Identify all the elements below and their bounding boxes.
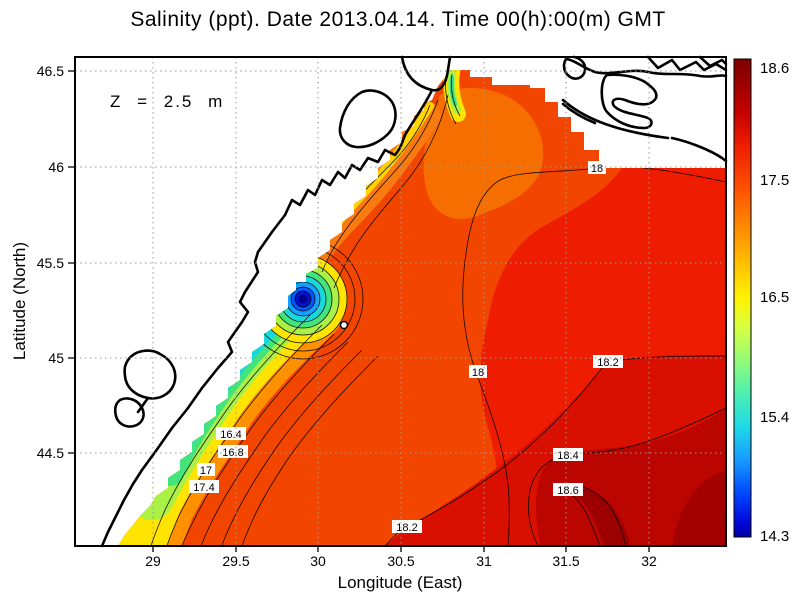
svg-text:16.4: 16.4 [220,429,241,441]
svg-text:17.4: 17.4 [193,482,214,494]
svg-text:17: 17 [200,465,212,477]
x-tick-label: 30.5 [387,553,414,569]
y-tick-label: 46 [48,159,64,175]
field-max-salinity-pocket [572,488,630,546]
depth-annotation: Z = 2.5 m [110,92,224,111]
coastline-path [698,55,728,68]
colorbar-tick-label: 18.6 [760,60,789,77]
y-tick-label: 45.5 [37,255,64,271]
coastline-path [670,136,728,163]
grid-lines [75,57,726,546]
svg-text:16.8: 16.8 [222,447,243,459]
colorbar-tick-label: 15.4 [760,409,789,426]
x-tick-label: 29 [145,553,161,569]
field-corner-pocket [672,470,726,546]
contour-label: 17 [197,463,215,477]
dnieper-bug-liman-outline [600,73,658,130]
x-tick-label: 30 [310,553,326,569]
axis-ticks [68,70,650,552]
field-darker-red-zone [536,408,726,546]
svg-text:18: 18 [472,367,484,379]
razim-lagoon-outline [113,397,145,428]
y-tick-label: 44.5 [37,445,64,461]
contour-label: 16.4 [216,427,246,441]
svg-text:18: 18 [591,163,603,175]
razim-lagoon-channel [136,396,150,414]
razim-lagoon-outline [123,349,177,400]
field-nw-orange [423,87,544,219]
contour-label: 16.8 [218,445,248,459]
coastlines [100,55,728,548]
contour-label: 18 [469,365,487,379]
coastline-path [100,88,434,548]
contour-label: 18.2 [392,520,422,534]
y-axis-label: Latitude (North) [10,242,29,360]
station-marker [339,320,349,330]
y-tick-labels: 46.5 46 45.5 45 44.5 [37,63,64,461]
svg-text:18.6: 18.6 [557,485,578,497]
kinburn-spit-line [561,102,597,125]
colorbar-gradient [733,58,752,538]
contour-label: 17.4 [189,480,219,494]
svg-text:18.2: 18.2 [597,357,618,369]
colorbar: 18.6 17.5 16.5 15.4 14.3 [733,58,789,545]
x-axis-label: Longitude (East) [338,573,463,592]
dniester-liman-outline [338,89,397,149]
contour-label: 18 [588,161,606,175]
x-tick-label: 29.5 [222,553,249,569]
berezan-liman-outline [562,55,587,80]
contour-labels: 18 18 18.2 18.2 18.4 18.6 16.4 16.8 [189,161,623,534]
contour-label: 18.4 [553,448,583,462]
contour-label: 18.6 [553,483,583,497]
kinburn-spit-line [561,98,670,140]
colorbar-tick-label: 17.5 [760,172,789,189]
y-tick-label: 45 [48,350,64,366]
contour-label: 18.2 [593,355,623,369]
svg-text:18.4: 18.4 [557,450,578,462]
x-tick-labels: 29 29.5 30 30.5 31 31.5 32 [145,553,657,569]
colorbar-tick-label: 16.5 [760,289,789,306]
colorbar-tick-label: 14.3 [760,528,789,545]
y-tick-label: 46.5 [37,63,64,79]
figure-title: Salinity (ppt). Date 2013.04.14. Time 00… [130,8,665,31]
x-tick-label: 31.5 [552,553,579,569]
x-tick-label: 31 [476,553,492,569]
x-tick-label: 32 [641,553,657,569]
svg-text:18.2: 18.2 [396,522,417,534]
